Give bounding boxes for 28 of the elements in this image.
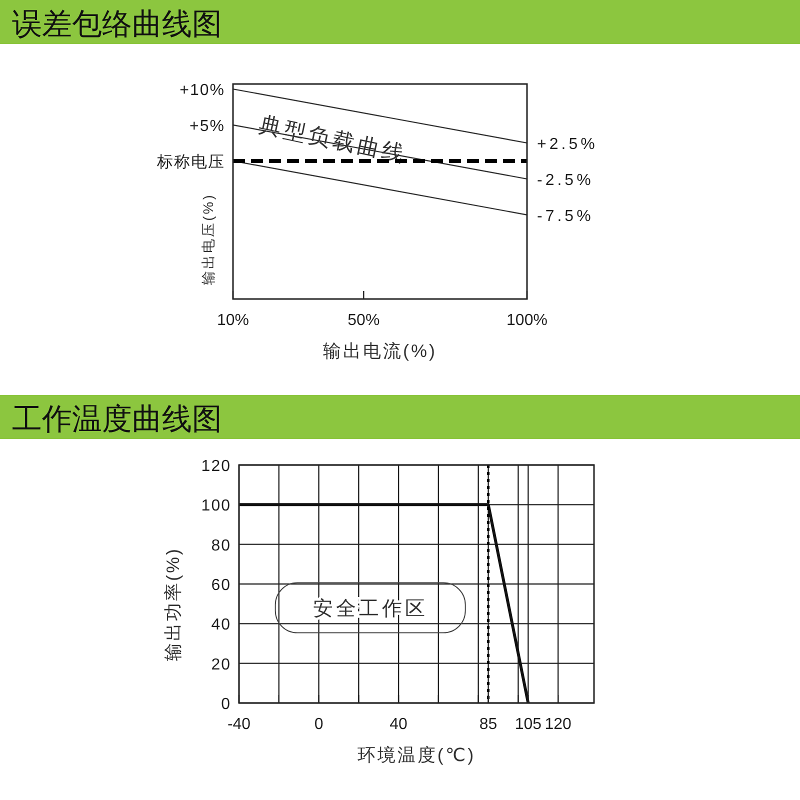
x-tick-label: 100% (506, 312, 548, 329)
x-tick-label: 85 (479, 716, 498, 733)
x-tick-label: 10% (216, 312, 250, 329)
x-axis-title: 输出电流(%) (323, 341, 437, 361)
y-tick-label: 0 (221, 696, 231, 713)
x-axis-title: 环境温度(℃) (357, 745, 476, 765)
y-tick-label: 60 (211, 577, 231, 594)
y-tick-label: 120 (201, 458, 231, 475)
y-axis-title: 输出电压(%) (200, 193, 216, 285)
y-tick-label: 标称电压 (156, 152, 225, 171)
chart-title: 误差包络曲线图 (12, 8, 222, 41)
y2-tick-label: -7.5% (537, 208, 594, 225)
x-tick-label: -40 (227, 716, 251, 733)
y-tick-label: +5% (190, 118, 225, 135)
x-tick-label: 0 (314, 716, 324, 733)
x-tick-label: 105 (514, 716, 542, 733)
y2-tick-label: -2.5% (537, 172, 594, 189)
y-tick-label: 40 (211, 616, 231, 634)
x-tick-label: 120 (544, 716, 572, 733)
y-tick-label: 80 (211, 537, 231, 554)
y-tick-label: +10% (180, 82, 225, 100)
y-tick-label: 20 (211, 656, 231, 674)
y-axis-title: 输出功率(%) (163, 547, 183, 661)
x-tick-label: 40 (390, 716, 408, 733)
y2-tick-label: +2.5% (537, 136, 598, 153)
y-tick-label: 100 (201, 498, 231, 515)
chart-title: 工作温度曲线图 (12, 403, 222, 436)
x-tick-label: 50% (348, 312, 380, 329)
